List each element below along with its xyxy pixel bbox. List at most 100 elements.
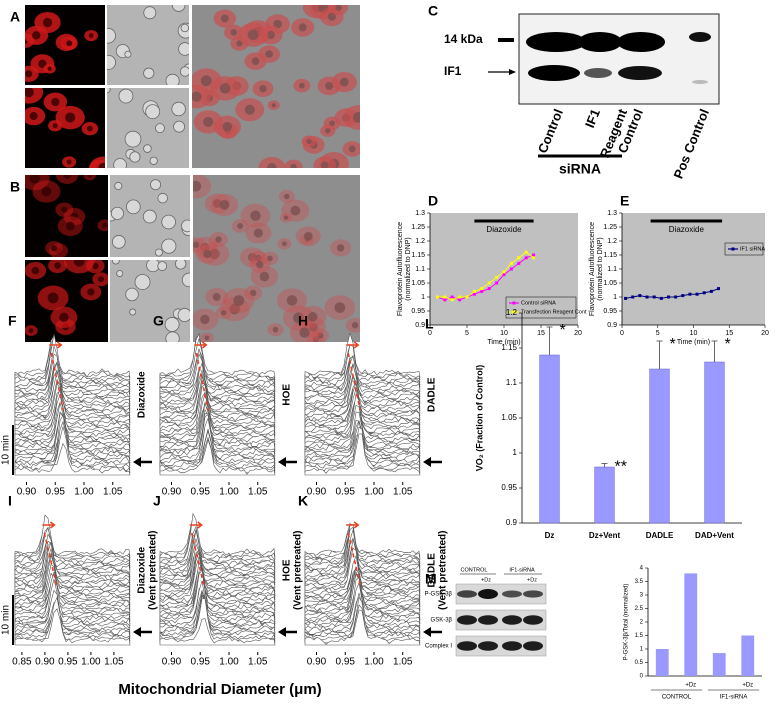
cell <box>181 272 190 288</box>
shift-arrow <box>346 341 360 349</box>
cell <box>116 270 124 277</box>
trace <box>304 523 421 571</box>
trace <box>159 353 276 397</box>
bar <box>704 361 725 524</box>
shift-arrow <box>42 521 56 529</box>
cell <box>134 274 151 290</box>
cell <box>143 6 157 20</box>
trace <box>159 556 276 603</box>
x-tick-label: 0.95 <box>46 487 66 498</box>
peak-shift <box>347 352 361 411</box>
cell <box>145 104 161 120</box>
y-axis-title: P-GSK-3β/Total (normalized) <box>624 584 630 661</box>
point <box>495 275 499 279</box>
cell <box>63 260 95 274</box>
nucleus <box>73 260 85 267</box>
trace <box>159 512 276 564</box>
trace <box>304 539 421 588</box>
point <box>674 295 678 299</box>
trace <box>159 372 276 407</box>
x-tick-label: 5 <box>465 330 469 337</box>
y-tick-label: 1.3 <box>607 210 617 217</box>
y-tick-label: 1 <box>421 294 425 301</box>
band <box>618 66 662 80</box>
band <box>692 80 708 84</box>
point <box>695 292 699 296</box>
trace <box>159 530 276 579</box>
nucleus <box>266 30 275 40</box>
x-tick-label: 15 <box>725 330 733 337</box>
trace <box>304 389 421 421</box>
nucleus <box>28 328 34 333</box>
x-tick-label: 0.95 <box>336 657 356 668</box>
y-tick-label: 1.2 <box>415 238 425 245</box>
y-tick-label: 3 <box>640 593 644 599</box>
trace <box>14 548 131 594</box>
point <box>681 294 685 298</box>
trace <box>14 585 131 612</box>
micrograph <box>110 260 190 342</box>
blot-strip <box>455 583 547 605</box>
y-tick-label: 0.9 <box>415 322 425 329</box>
cell <box>179 66 189 77</box>
panel-letter: A <box>10 9 20 25</box>
y-tick-label: 0.95 <box>501 483 517 492</box>
band <box>478 615 498 625</box>
scale-label: 10 min <box>1 605 12 635</box>
point <box>631 295 635 299</box>
nucleus <box>259 85 267 93</box>
x-tick-label: DADLE <box>646 531 674 540</box>
blot-treatment: +Dz <box>481 577 491 583</box>
nucleus <box>283 193 290 200</box>
arrow-head <box>509 69 516 75</box>
nucleus <box>352 112 360 123</box>
x-tick-label: 1.00 <box>364 487 384 498</box>
blot-strip <box>455 609 547 631</box>
shift-arrow <box>49 341 63 349</box>
micrograph <box>25 88 105 168</box>
annotation: DADLE <box>427 553 438 588</box>
nucleus <box>259 271 270 282</box>
trace <box>14 334 131 378</box>
x-tick-label: 1.05 <box>248 657 268 668</box>
x-tick-label: 20 <box>574 330 582 337</box>
shift-arrow <box>346 521 360 529</box>
peak-shift <box>43 532 58 585</box>
significance: * <box>670 336 676 353</box>
trace <box>159 550 276 599</box>
trace <box>159 382 276 412</box>
nucleus <box>61 206 68 213</box>
cell <box>113 158 127 168</box>
micrograph <box>25 175 108 257</box>
cell <box>129 308 137 316</box>
x-tick-label: 0.90 <box>35 657 55 668</box>
y-tick-label: 0.9 <box>607 322 617 329</box>
band <box>523 590 543 598</box>
nucleus <box>66 159 72 165</box>
nucleus <box>220 14 229 23</box>
y-tick-label: 0.95 <box>411 308 425 315</box>
nucleus <box>38 59 47 68</box>
y-tick-label: 0 <box>640 674 644 680</box>
y-tick-label: 1.05 <box>501 413 517 422</box>
y-tick-label: 1.05 <box>603 280 617 287</box>
nucleus <box>47 66 52 71</box>
time-arrow-head <box>133 627 141 637</box>
trace <box>304 433 421 476</box>
trace <box>304 343 421 381</box>
plot-bg <box>430 213 578 325</box>
band <box>457 641 477 651</box>
plot-bg <box>622 213 765 325</box>
blot-group: IF1-siRNA <box>509 567 535 573</box>
cell <box>343 105 360 130</box>
cell <box>149 156 158 165</box>
panel-letter: E <box>620 193 629 209</box>
peak-shift <box>50 352 65 411</box>
nucleus <box>222 121 233 132</box>
y-tick-label: 2.5 <box>635 606 644 612</box>
marker-label: 14 kDa <box>444 32 483 46</box>
bar <box>741 635 755 676</box>
annotation: (Vent pretreated) <box>438 531 449 610</box>
micrograph <box>192 5 360 168</box>
point <box>495 281 499 285</box>
